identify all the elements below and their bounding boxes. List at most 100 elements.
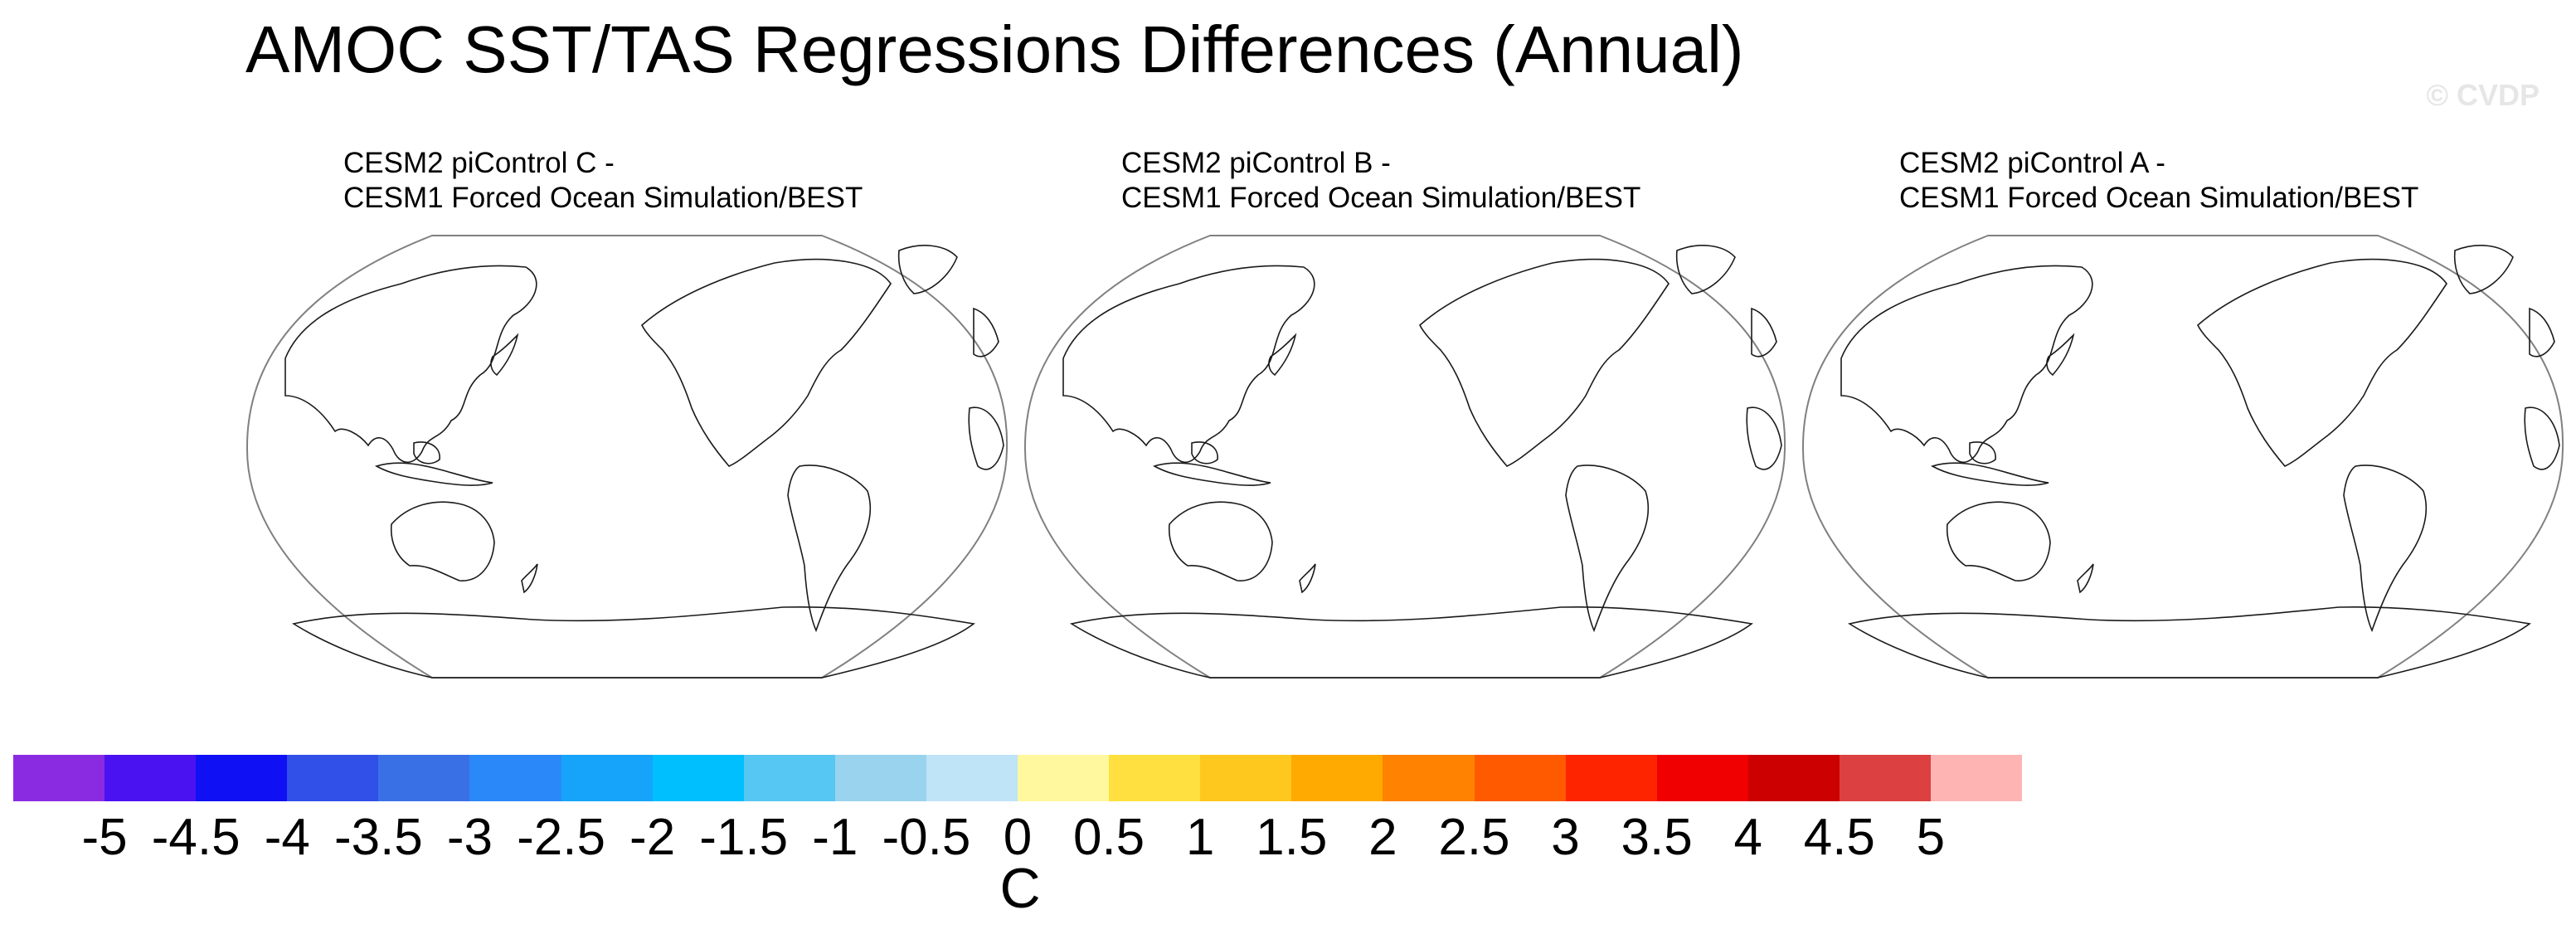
colorbar-box <box>196 755 288 801</box>
australia-outline <box>1168 501 1273 581</box>
colorbar-tick-label: -1.5 <box>699 809 789 866</box>
colorbar-box <box>1109 755 1201 801</box>
africa-fringe-outline <box>1746 406 1782 470</box>
asia-outline <box>1062 265 1315 464</box>
borneo-outline <box>413 441 440 465</box>
colorbar-box <box>1839 755 1931 801</box>
north-america-outline <box>2197 258 2447 467</box>
world-map <box>1801 235 2564 679</box>
colorbar-tick-label: 3 <box>1551 809 1580 866</box>
colorbar-tick-label: 1 <box>1185 809 1215 866</box>
panel-label-line2: CESM1 Forced Ocean Simulation/BEST <box>1899 182 2419 214</box>
panel-label: CESM2 piControl C - CESM1 Forced Ocean S… <box>343 146 863 216</box>
colorbar-box <box>834 755 926 801</box>
colorbar-tick-labels: -5 -4.5 -4 -3.5 -3 -2.5 -2 -1.5 -1 -0.5 0 0.5 1 1.5 2 2… <box>0 808 2576 866</box>
map-panel-c: CESM2 piControl C - CESM1 Forced Ocean S… <box>244 146 1010 693</box>
colorbar-box <box>1383 755 1475 801</box>
colorbar <box>13 755 2023 801</box>
colorbar-box <box>561 755 653 801</box>
colorbar-tick-label: -0.5 <box>882 809 971 866</box>
borneo-outline <box>1969 441 1996 465</box>
new-zealand-outline <box>2077 563 2094 594</box>
panel-label-line2: CESM1 Forced Ocean Simulation/BEST <box>343 182 863 214</box>
europe-fringe-outline <box>2529 307 2555 358</box>
antarctica-outline <box>291 606 975 679</box>
africa-fringe-outline <box>968 406 1004 470</box>
colorbar-box <box>1291 755 1383 801</box>
map-panel-b: CESM2 piControl B - CESM1 Forced Ocean S… <box>1022 146 1788 693</box>
colorbar-tick-label: 3.5 <box>1621 809 1693 866</box>
colorbar-tick-label: -2 <box>629 809 676 866</box>
colorbar-tick-label: -3 <box>446 809 493 866</box>
map-boundary <box>1801 235 2564 679</box>
north-america-outline <box>1419 258 1670 467</box>
map-boundary <box>245 235 1009 679</box>
greenland-outline <box>2453 245 2514 294</box>
colorbar-tick-label: -5 <box>81 809 128 866</box>
asia-outline <box>284 265 537 464</box>
colorbar-tick-label: 0.5 <box>1072 809 1145 866</box>
south-america-outline <box>1565 465 1650 633</box>
cvdp-watermark: © CVDP <box>2426 78 2540 112</box>
panel-label: CESM2 piControl A - CESM1 Forced Ocean S… <box>1899 146 2418 216</box>
colorbar-box <box>652 755 744 801</box>
colorbar-box <box>1200 755 1292 801</box>
colorbar-tick-label: 4.5 <box>1803 809 1875 866</box>
new-zealand-outline <box>1299 563 1316 594</box>
south-america-outline <box>2343 465 2428 633</box>
colorbar-box <box>1930 755 2023 801</box>
colorbar-box <box>469 755 561 801</box>
antarctica-outline <box>1069 606 1753 679</box>
south-america-outline <box>787 465 872 633</box>
indonesia-outline <box>1930 462 2049 486</box>
indonesia-outline <box>1152 462 1271 486</box>
australia-outline <box>1946 501 2051 581</box>
panel-label-line2: CESM1 Forced Ocean Simulation/BEST <box>1121 182 1641 214</box>
colorbar-box <box>104 755 197 801</box>
colorbar-tick-label: 2.5 <box>1438 809 1510 866</box>
colorbar-tick-label: -2.5 <box>517 809 605 866</box>
europe-fringe-outline <box>1751 307 1777 358</box>
colorbar-box <box>1565 755 1657 801</box>
indonesia-outline <box>374 462 493 486</box>
japan-outline <box>490 333 519 377</box>
colorbar-box <box>287 755 379 801</box>
panel-label-line1: CESM2 piControl B - <box>1121 147 1391 179</box>
africa-fringe-outline <box>2524 406 2560 470</box>
colorbar-box <box>926 755 1018 801</box>
colorbar-box <box>1747 755 1840 801</box>
australia-outline <box>390 501 495 581</box>
greenland-outline <box>1675 245 1736 294</box>
colorbar-box <box>13 755 105 801</box>
colorbar-units: C <box>999 857 1041 920</box>
world-map <box>245 235 1009 679</box>
colorbar-box <box>378 755 470 801</box>
figure-title: AMOC SST/TAS Regressions Differences (An… <box>245 12 1744 86</box>
borneo-outline <box>1191 441 1218 465</box>
colorbar-tick-label: 0 <box>1003 809 1033 866</box>
colorbar-tick-label: -4.5 <box>151 809 241 866</box>
colorbar-tick-label: -1 <box>812 809 858 866</box>
europe-fringe-outline <box>973 307 999 358</box>
panel-label-line1: CESM2 piControl A - <box>1899 147 2165 179</box>
greenland-outline <box>897 245 958 294</box>
colorbar-box <box>1474 755 1566 801</box>
new-zealand-outline <box>521 563 538 594</box>
japan-outline <box>1268 333 1297 377</box>
colorbar-box <box>743 755 835 801</box>
colorbar-tick-label: 1.5 <box>1256 809 1328 866</box>
colorbar-tick-label: 4 <box>1733 809 1762 866</box>
antarctica-outline <box>1847 606 2531 679</box>
colorbar-box <box>1018 755 1110 801</box>
map-panel-a: CESM2 piControl A - CESM1 Forced Ocean S… <box>1800 146 2566 693</box>
panel-label-line1: CESM2 piControl C - <box>343 147 615 179</box>
colorbar-box <box>1656 755 1748 801</box>
panel-label: CESM2 piControl B - CESM1 Forced Ocean S… <box>1121 146 1640 216</box>
map-boundary <box>1023 235 1786 679</box>
asia-outline <box>1840 265 2093 464</box>
colorbar-tick-label: -4 <box>264 809 310 866</box>
north-america-outline <box>641 258 892 467</box>
world-map <box>1023 235 1786 679</box>
colorbar-tick-label: 5 <box>1916 809 1946 866</box>
colorbar-tick-label: -3.5 <box>333 809 423 866</box>
